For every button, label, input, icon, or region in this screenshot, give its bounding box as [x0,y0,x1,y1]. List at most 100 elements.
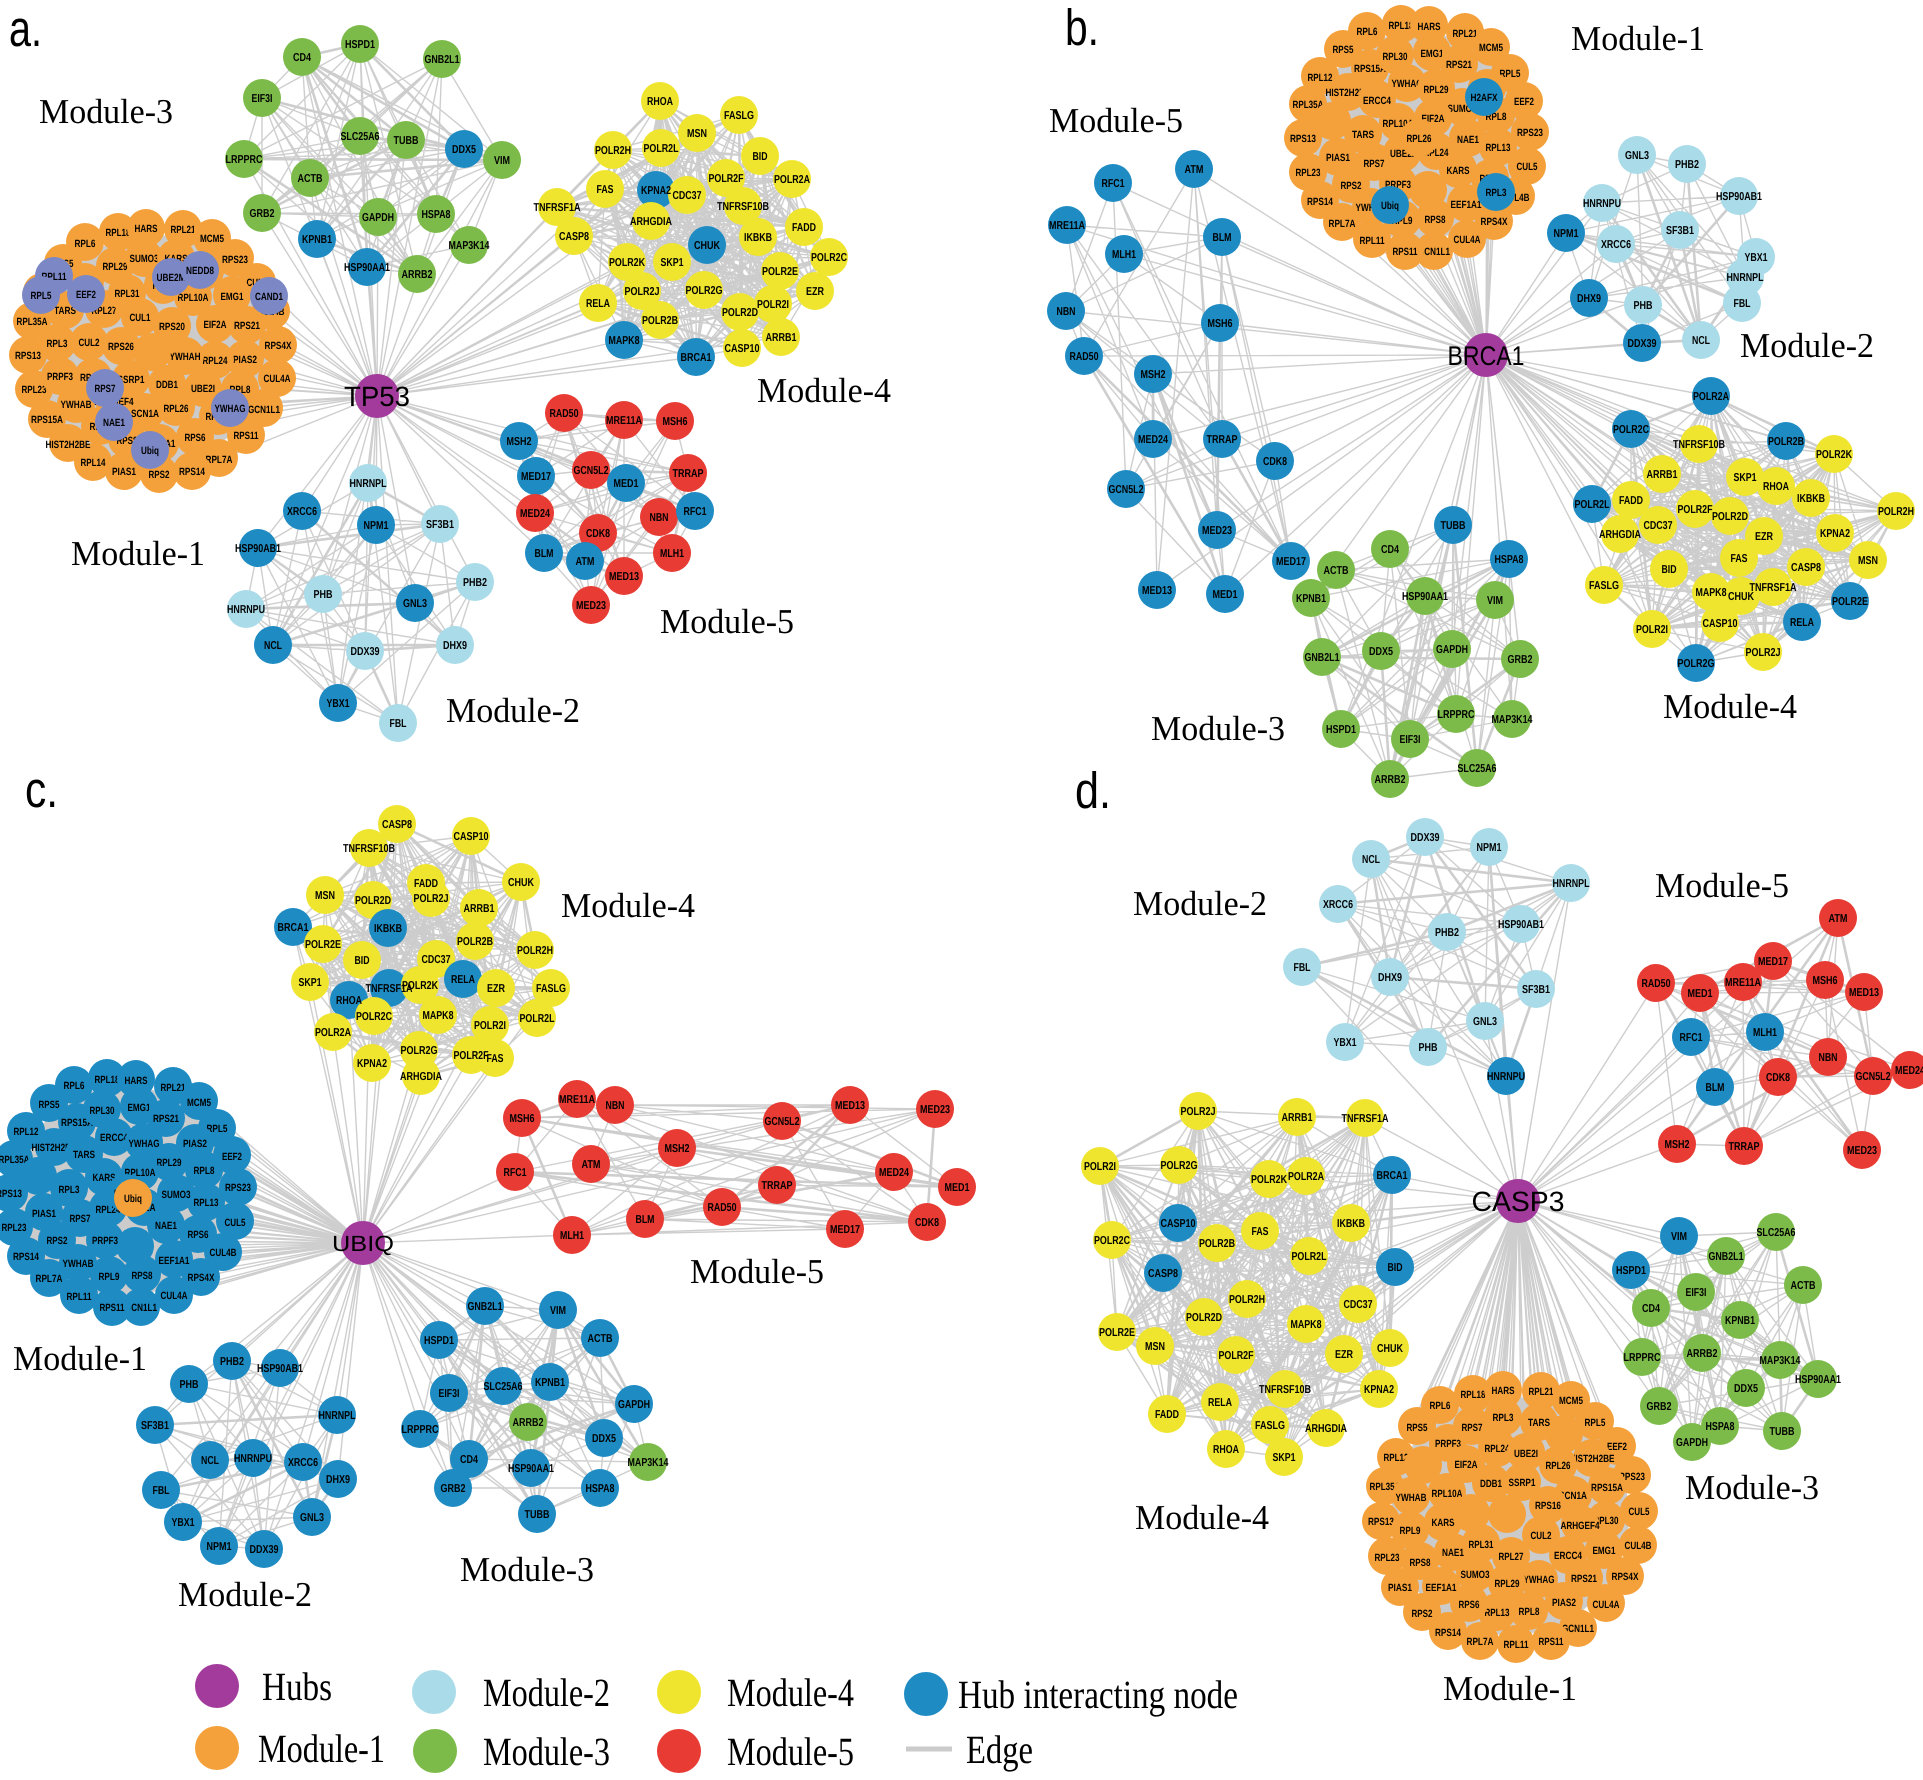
svg-text:PHB2: PHB2 [463,577,487,589]
svg-text:EEF1A1: EEF1A1 [1426,1582,1457,1594]
svg-text:TNFRSF10B: TNFRSF10B [343,843,395,855]
svg-text:RPS4X: RPS4X [1481,216,1508,228]
svg-text:GNB2L1: GNB2L1 [1305,652,1340,664]
svg-text:RPL18: RPL18 [95,1074,120,1086]
svg-text:POLR2D: POLR2D [355,895,391,907]
svg-text:DHX9: DHX9 [1378,972,1402,984]
svg-text:EZR: EZR [1755,531,1774,543]
svg-text:GRB2: GRB2 [1647,1401,1672,1413]
svg-text:MSH2: MSH2 [665,1143,690,1155]
svg-text:RELA: RELA [1790,617,1814,629]
svg-text:CASP8: CASP8 [1791,562,1821,574]
svg-text:YWHAH: YWHAH [170,351,201,363]
svg-text:RPL23: RPL23 [1296,167,1321,179]
svg-text:EIF2A: EIF2A [1455,1459,1478,1471]
svg-text:RPL35A: RPL35A [0,1154,30,1166]
svg-text:MED13: MED13 [835,1100,865,1112]
svg-text:Ubiq: Ubiq [141,445,159,457]
svg-text:POLR2J: POLR2J [1746,647,1781,659]
svg-text:HSPD1: HSPD1 [424,1335,454,1347]
svg-text:RELA: RELA [1208,1397,1232,1409]
svg-text:GCN5L2: GCN5L2 [574,465,609,477]
svg-text:TUBB: TUBB [1770,1426,1795,1438]
svg-text:MED17: MED17 [1758,956,1788,968]
svg-text:FADD: FADD [414,878,438,890]
svg-text:SUMO3: SUMO3 [1461,1569,1490,1581]
svg-text:KPNB1: KPNB1 [535,1377,565,1389]
svg-text:Module-1: Module-1 [258,1726,385,1771]
svg-text:GRB2: GRB2 [441,1483,466,1495]
svg-text:Module-4: Module-4 [561,886,695,925]
svg-text:RPL21: RPL21 [171,224,196,236]
svg-text:CDK8: CDK8 [1263,456,1287,468]
svg-text:EEF1A1: EEF1A1 [159,1255,190,1267]
svg-text:RPL3: RPL3 [47,338,68,350]
svg-text:ATM: ATM [582,1159,601,1171]
svg-text:NBN: NBN [1819,1052,1838,1064]
svg-text:MAPK8: MAPK8 [1696,587,1727,599]
svg-text:HARS: HARS [1418,21,1441,33]
svg-text:BRCA1: BRCA1 [1448,341,1525,371]
svg-text:RPL7A: RPL7A [1467,1636,1494,1648]
svg-text:MLH1: MLH1 [660,548,684,560]
svg-text:BID: BID [355,955,370,967]
svg-text:TUBB: TUBB [525,1509,550,1521]
svg-text:POLR2I: POLR2I [1636,624,1668,636]
svg-text:MAPK8: MAPK8 [609,335,640,347]
svg-text:POLR2L: POLR2L [644,143,679,155]
svg-text:NBN: NBN [1057,306,1076,318]
svg-text:POLR2A: POLR2A [774,174,810,186]
svg-text:RELA: RELA [451,974,475,986]
svg-text:Module-4: Module-4 [1135,1498,1269,1537]
svg-text:MLH1: MLH1 [1753,1027,1777,1039]
svg-text:GNB2L1: GNB2L1 [425,54,460,66]
svg-text:MCM5: MCM5 [200,233,224,245]
svg-text:POLR2I: POLR2I [474,1020,506,1032]
svg-text:RPS15A: RPS15A [31,414,63,426]
svg-text:ARRB1: ARRB1 [464,903,495,915]
svg-text:RPL7A: RPL7A [206,454,233,466]
svg-text:MED1: MED1 [1213,589,1238,601]
svg-text:CHUK: CHUK [1377,1343,1404,1355]
svg-text:GCN1L1: GCN1L1 [248,404,280,416]
svg-text:POLR2H: POLR2H [595,145,631,157]
svg-text:HSP90AB1: HSP90AB1 [1498,919,1544,931]
svg-text:PIAS2: PIAS2 [183,1138,207,1150]
svg-text:RPS11: RPS11 [1393,246,1418,258]
svg-text:EMG1: EMG1 [1421,48,1444,60]
svg-text:BLM: BLM [1706,1082,1725,1094]
svg-text:RPL5: RPL5 [31,290,52,302]
svg-text:Hubs: Hubs [262,1664,332,1709]
svg-text:TP53: TP53 [344,381,410,412]
svg-text:PIAS2: PIAS2 [1552,1597,1576,1609]
svg-text:Module-2: Module-2 [446,691,580,730]
svg-text:FADD: FADD [792,222,816,234]
svg-text:HNRNPU: HNRNPU [1583,198,1621,210]
svg-text:POLR2C: POLR2C [1094,1235,1130,1247]
svg-text:FBL: FBL [153,1485,170,1497]
svg-text:RELA: RELA [586,298,610,310]
svg-text:MSH6: MSH6 [1208,318,1233,330]
svg-text:POLR2H: POLR2H [1229,1294,1265,1306]
svg-text:HSPD1: HSPD1 [345,39,375,51]
svg-text:RPS21: RPS21 [153,1113,179,1125]
svg-text:RPS6: RPS6 [188,1229,209,1241]
svg-text:LRPPRC: LRPPRC [402,1424,439,1436]
svg-text:POLR2A: POLR2A [1693,391,1729,403]
svg-text:Module-3: Module-3 [460,1550,594,1589]
svg-text:NAE1: NAE1 [1457,134,1479,146]
svg-text:CUL4A: CUL4A [264,373,291,385]
svg-text:Module-1: Module-1 [1571,19,1705,58]
svg-text:RPS14: RPS14 [1307,196,1333,208]
svg-text:PHB2: PHB2 [1435,927,1459,939]
svg-text:RPL23: RPL23 [22,384,47,396]
svg-text:RPS21: RPS21 [234,320,260,332]
svg-text:VIM: VIM [1671,1231,1687,1243]
svg-text:RHOA: RHOA [647,96,673,108]
svg-text:EZR: EZR [806,286,825,298]
svg-text:RPS4X: RPS4X [1612,1571,1639,1583]
svg-text:MED23: MED23 [1202,525,1232,537]
svg-text:CUL1: CUL1 [130,312,151,324]
svg-text:SF3B1: SF3B1 [426,519,454,531]
svg-text:MED13: MED13 [609,571,639,583]
